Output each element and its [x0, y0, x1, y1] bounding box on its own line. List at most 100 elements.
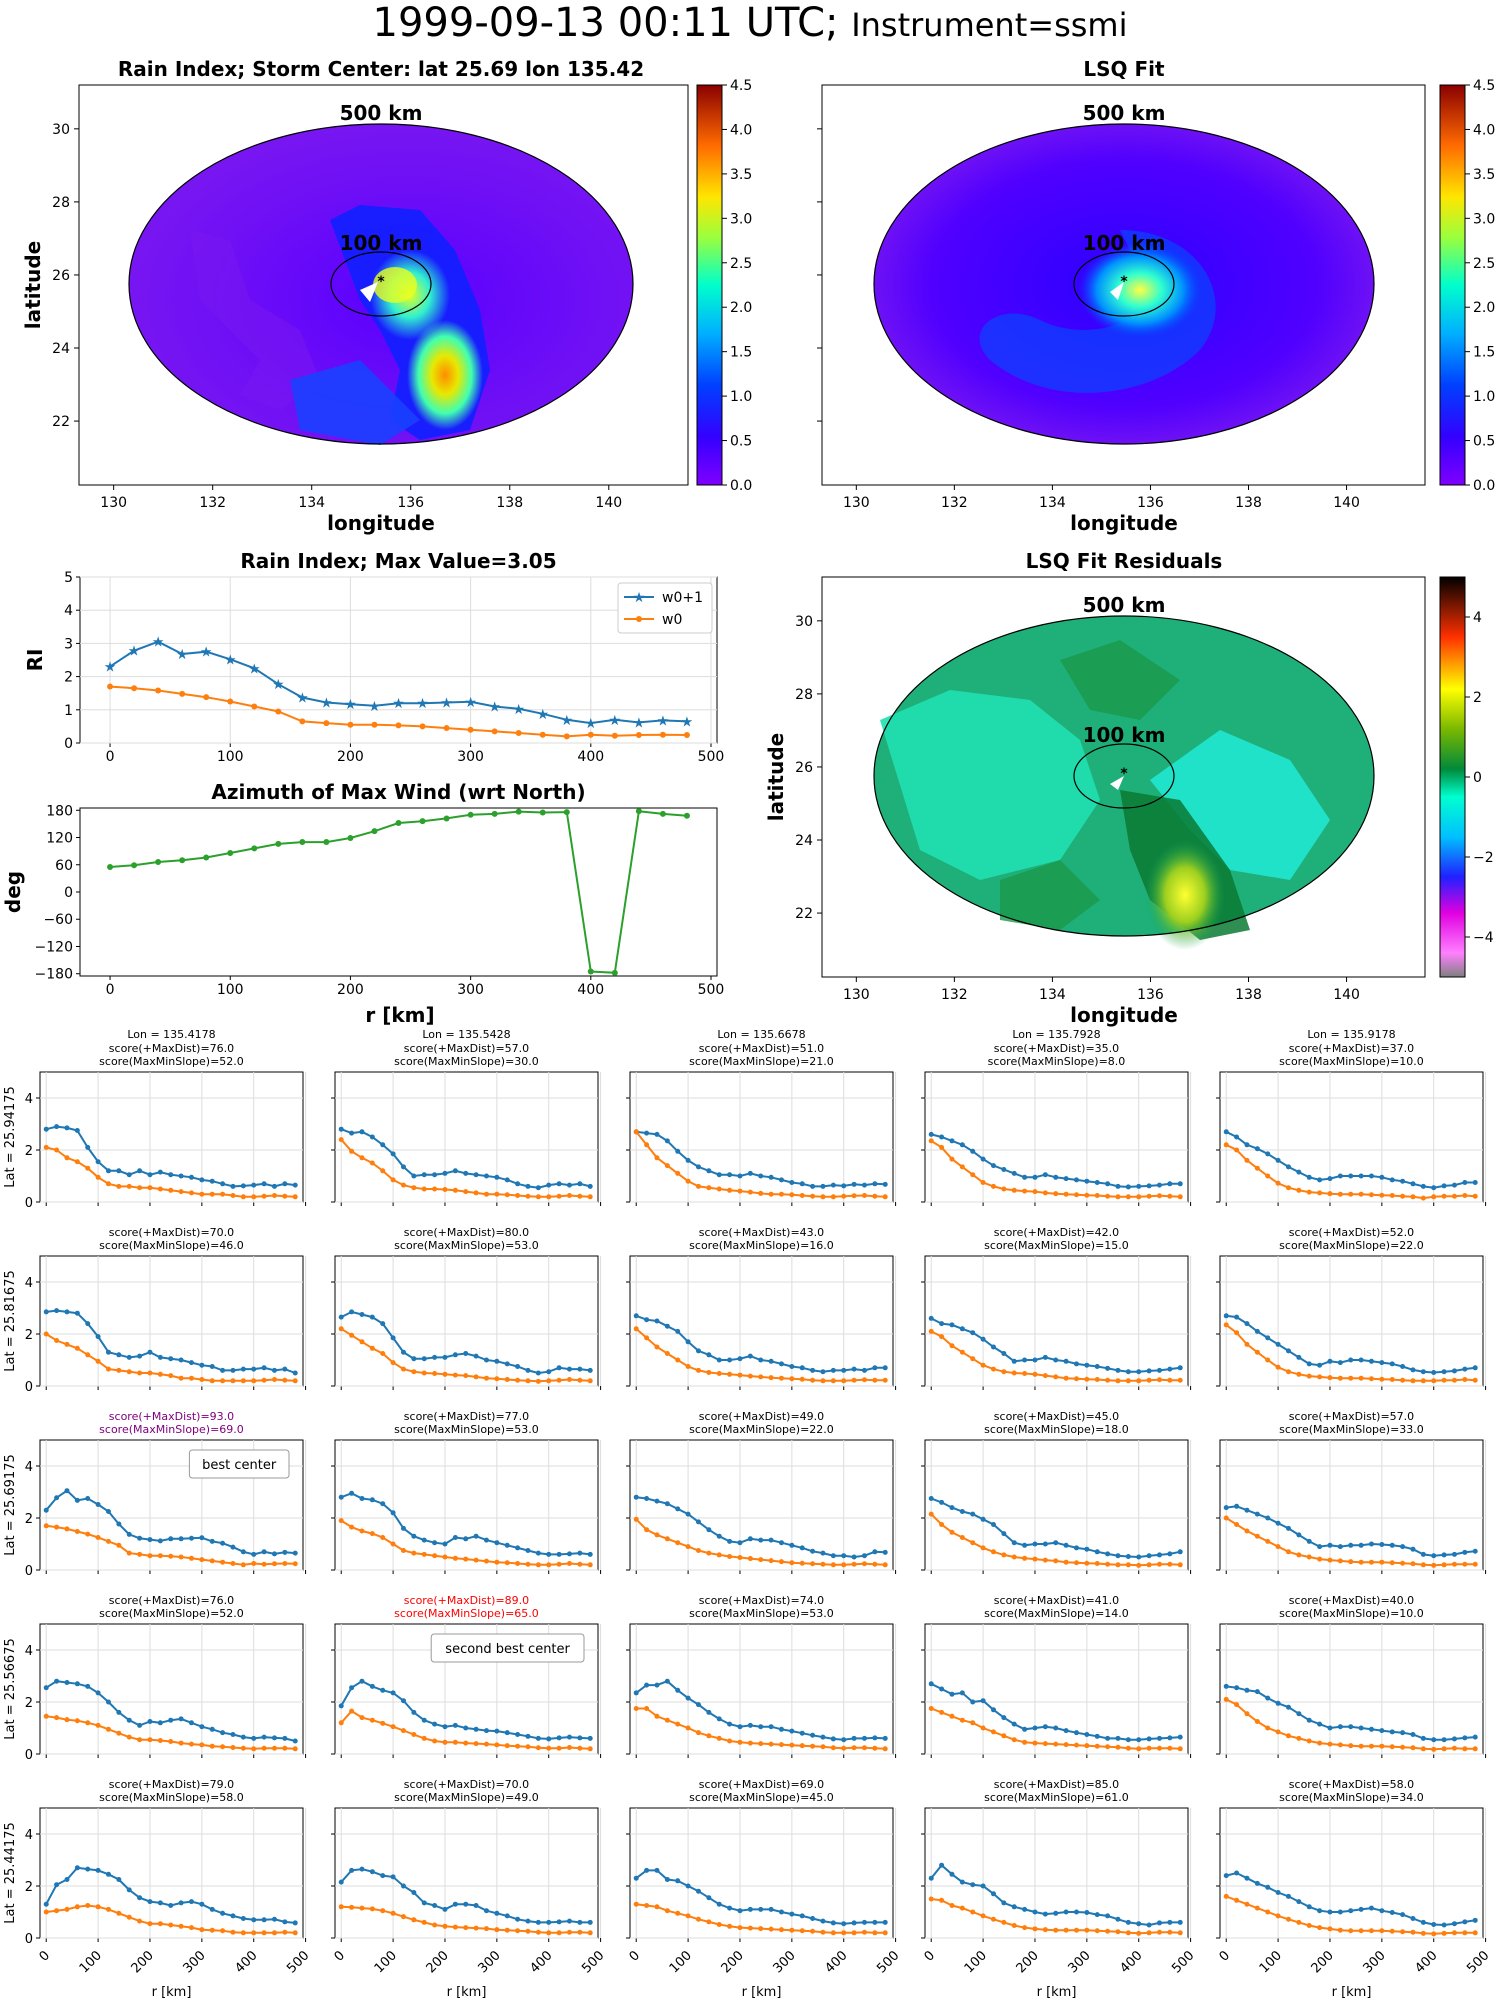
series-w0p1-point	[421, 1537, 427, 1543]
x-tick-label: 100	[372, 1948, 400, 1976]
series-w0-point	[685, 1364, 691, 1369]
series-w0p1-point	[359, 1678, 365, 1684]
series-w0-point	[1410, 1194, 1416, 1200]
series-w0p1-point: ★	[488, 699, 501, 715]
grid-panel: Lon = 135.4178score(+MaxDist)=76.0score(…	[3, 1028, 307, 1211]
azimuth-ylabel: deg	[1, 871, 25, 913]
grid-panel: Lon = 135.5428score(+MaxDist)=57.0score(…	[331, 1028, 602, 1206]
series-w0p1-point: ★	[681, 714, 694, 730]
series-w0-point	[85, 1352, 91, 1358]
plot-area	[1219, 1071, 1484, 1203]
panel-score-maxdist: score(+MaxDist)=93.0	[109, 1410, 234, 1423]
series-w0p1-point	[644, 1496, 650, 1501]
series-w0-point	[716, 1552, 722, 1558]
series-w0-point	[54, 1147, 60, 1153]
series-w0p1-point	[199, 1724, 205, 1730]
series-w0p1-point	[1285, 1164, 1291, 1170]
series-w0-point	[1410, 1745, 1416, 1751]
series-w0-point	[230, 1745, 236, 1750]
series-w0-point	[43, 1523, 49, 1529]
series-w0-point	[1063, 1927, 1069, 1933]
series-w0-point	[633, 1129, 639, 1135]
series-w0-point	[768, 1558, 774, 1564]
series-w0p1-point	[1472, 1917, 1478, 1923]
y-tick-label: 4	[25, 1276, 33, 1291]
series-w0-point	[1265, 1909, 1271, 1915]
series-w0-point	[1032, 1740, 1038, 1746]
series-w0p1-point	[587, 1735, 593, 1741]
series-w0p1-point	[664, 1501, 670, 1507]
panel-score-maxminslope: score(MaxMinSlope)=52.0	[99, 1607, 244, 1620]
series-w0p1-point	[452, 1352, 458, 1358]
series-w0p1-point	[1011, 1170, 1017, 1176]
series-w0p1-point: ★	[176, 647, 189, 663]
series-w0p1-point	[820, 1734, 826, 1740]
series-w0p1-point	[85, 1866, 91, 1872]
series-w0-point	[1042, 1373, 1048, 1379]
series-w0-point	[939, 1709, 945, 1715]
plot-area	[79, 807, 718, 977]
series-w0-point	[43, 1909, 49, 1915]
series-w0-point	[1441, 1746, 1447, 1752]
series-w0p1-point	[1327, 1725, 1333, 1731]
series-w0p1-point	[633, 1494, 639, 1500]
series-w0-point	[1441, 1562, 1447, 1568]
series-w0-point	[85, 1165, 91, 1171]
series-w0-point	[126, 1183, 132, 1189]
series-w0p1-point	[758, 1357, 764, 1363]
series-w0p1-point	[1285, 1525, 1291, 1531]
series-w0-point	[421, 1919, 427, 1925]
label-100km: 100 km	[340, 231, 423, 255]
series-w0p1-point	[1053, 1725, 1059, 1731]
series-w0-point	[1053, 1741, 1059, 1747]
series-w0p1-point	[970, 1882, 976, 1888]
series-w0p1-point	[137, 1895, 143, 1901]
series-w0-point	[1223, 1515, 1229, 1521]
series-w0p1-point	[1105, 1181, 1111, 1187]
series-w0p1-point	[1472, 1548, 1478, 1554]
series-w0-point	[949, 1156, 955, 1162]
y-tick-label: 22	[795, 906, 813, 922]
series-w0-point	[1368, 1376, 1374, 1382]
series-w0p1-point	[240, 1366, 246, 1372]
series-w0-point	[1146, 1377, 1152, 1383]
series-w0p1-point	[1001, 1531, 1007, 1537]
series-w0p1-point: ★	[464, 695, 477, 711]
series-w0-point	[1136, 1930, 1142, 1936]
series-w0-point	[442, 1371, 448, 1377]
series-w0p1-point	[556, 1181, 562, 1187]
range-circle-100	[330, 251, 432, 317]
series-w0p1-point	[1275, 1157, 1281, 1163]
series-w0p1-point	[271, 1367, 277, 1373]
series-w0p1-point	[1389, 1729, 1395, 1735]
series-w0-point	[1042, 1927, 1048, 1933]
series-w0p1-point	[220, 1181, 226, 1187]
series-w0-point	[1420, 1930, 1426, 1936]
series-w0-point	[292, 1194, 298, 1200]
series-w0-point	[380, 1351, 386, 1356]
series-w0p1-point	[95, 1159, 101, 1165]
series-w0-point	[664, 1717, 670, 1723]
series-w0-point	[778, 1191, 784, 1197]
series-w0-point	[1094, 1743, 1100, 1749]
series-w0-point	[95, 1722, 101, 1728]
series-w0-point	[349, 1904, 355, 1910]
series-azimuth-point	[179, 857, 186, 864]
series-w0p1-point	[587, 1551, 593, 1557]
series-w0-point	[359, 1339, 365, 1345]
series-w0-point	[1032, 1371, 1038, 1377]
series-w0p1-point	[359, 1129, 365, 1135]
series-w0-point	[74, 1529, 80, 1535]
series-w0p1-point	[959, 1879, 965, 1885]
series-w0p1-point	[1358, 1725, 1364, 1731]
series-w0p1-point	[1084, 1546, 1090, 1552]
series-w0-point	[1462, 1377, 1468, 1382]
panel-score-maxdist: score(+MaxDist)=79.0	[109, 1778, 234, 1791]
grid-panel: score(+MaxDist)=58.0score(MaxMinSlope)=3…	[1216, 1778, 1492, 2000]
legend-marker-w0	[636, 616, 642, 622]
series-w0p1-point	[463, 1536, 469, 1542]
series-w0-point	[1389, 1377, 1395, 1382]
series-w0p1-point	[188, 1720, 194, 1726]
plot-area	[629, 1807, 894, 1939]
